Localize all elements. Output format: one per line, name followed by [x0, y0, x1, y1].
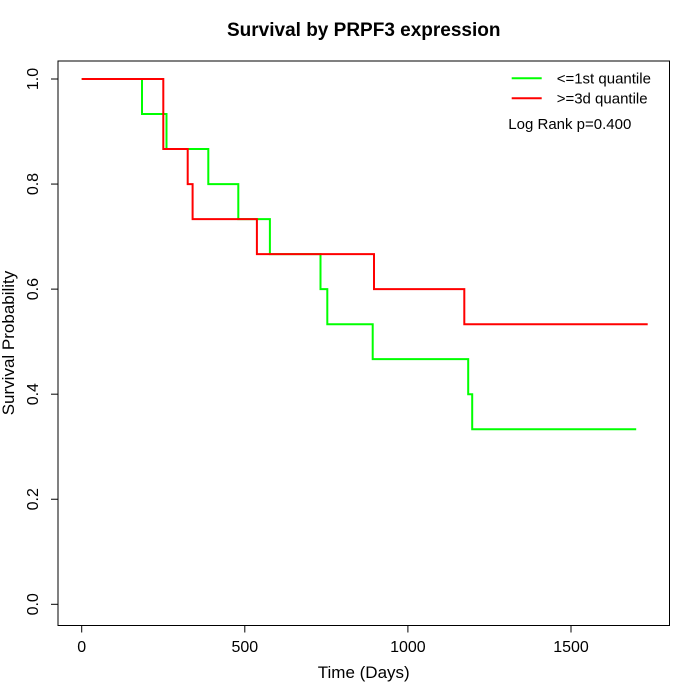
survival-curve-high-expression [81, 78, 648, 326]
x-tick-label: 1000 [390, 639, 426, 656]
x-tick-label: 500 [231, 639, 258, 656]
y-axis-ticks: 0.0 0.2 0.4 0.6 0.8 1.0 [25, 68, 58, 615]
legend-label-third-quantile: >=3d quantile [557, 90, 648, 107]
y-tick-label: 1.0 [25, 68, 42, 90]
legend: <=1st quantile >=3d quantile Log Rank p=… [508, 70, 651, 133]
y-axis-label: Survival Probability [0, 270, 18, 415]
chart-title: Survival by PRPF3 expression [227, 20, 501, 41]
x-axis-label: Time (Days) [318, 663, 410, 682]
y-tick-label: 0.6 [25, 278, 42, 300]
y-tick-label: 0.4 [25, 383, 42, 405]
y-tick-label: 0.0 [25, 593, 42, 615]
x-tick-label: 1500 [553, 639, 589, 656]
plot-box [57, 60, 670, 626]
legend-label-first-quantile: <=1st quantile [557, 70, 651, 87]
x-axis-ticks: 0 500 1000 1500 [77, 625, 589, 656]
x-tick-label: 0 [77, 639, 86, 656]
log-rank-p-value: Log Rank p=0.400 [508, 116, 631, 133]
survival-curves [81, 78, 648, 431]
y-tick-label: 0.2 [25, 488, 42, 510]
y-tick-label: 0.8 [25, 173, 42, 195]
